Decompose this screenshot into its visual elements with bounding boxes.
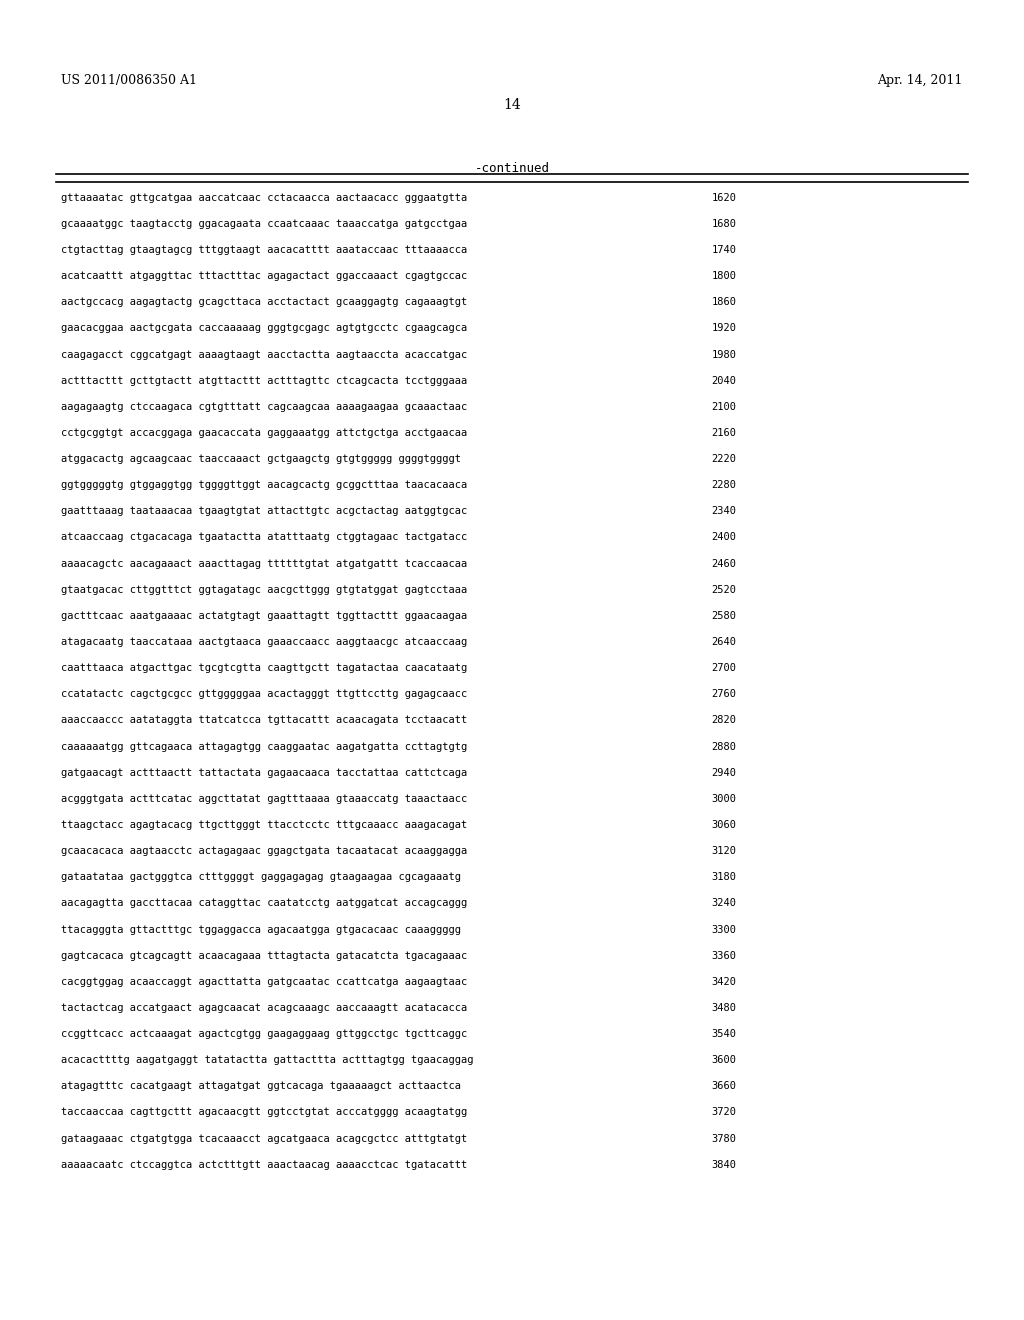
Text: 2220: 2220 [712, 454, 736, 465]
Text: gactttcaac aaatgaaaac actatgtagt gaaattagtt tggttacttt ggaacaagaa: gactttcaac aaatgaaaac actatgtagt gaaatta… [61, 611, 468, 620]
Text: gttaaaatac gttgcatgaa aaccatcaac cctacaacca aactaacacc gggaatgtta: gttaaaatac gttgcatgaa aaccatcaac cctacaa… [61, 193, 468, 203]
Text: 2100: 2100 [712, 401, 736, 412]
Text: ttaagctacc agagtacacg ttgcttgggt ttacctcctc tttgcaaacc aaagacagat: ttaagctacc agagtacacg ttgcttgggt ttacctc… [61, 820, 468, 830]
Text: caaaaaatgg gttcagaaca attagagtgg caaggaatac aagatgatta ccttagtgtg: caaaaaatgg gttcagaaca attagagtgg caaggaa… [61, 742, 468, 751]
Text: aactgccacg aagagtactg gcagcttaca acctactact gcaaggagtg cagaaagtgt: aactgccacg aagagtactg gcagcttaca acctact… [61, 297, 468, 308]
Text: tactactcag accatgaact agagcaacat acagcaaagc aaccaaagtt acatacacca: tactactcag accatgaact agagcaacat acagcaa… [61, 1003, 468, 1012]
Text: 3840: 3840 [712, 1160, 736, 1170]
Text: 1980: 1980 [712, 350, 736, 359]
Text: 2280: 2280 [712, 480, 736, 490]
Text: gataagaaac ctgatgtgga tcacaaacct agcatgaaca acagcgctcc atttgtatgt: gataagaaac ctgatgtgga tcacaaacct agcatga… [61, 1134, 468, 1143]
Text: 3600: 3600 [712, 1055, 736, 1065]
Text: 3660: 3660 [712, 1081, 736, 1092]
Text: aagagaagtg ctccaagaca cgtgtttatt cagcaagcaa aaaagaagaa gcaaactaac: aagagaagtg ctccaagaca cgtgtttatt cagcaag… [61, 401, 468, 412]
Text: 1800: 1800 [712, 271, 736, 281]
Text: 2940: 2940 [712, 768, 736, 777]
Text: 1680: 1680 [712, 219, 736, 228]
Text: 3720: 3720 [712, 1107, 736, 1118]
Text: 2760: 2760 [712, 689, 736, 700]
Text: 14: 14 [503, 98, 521, 112]
Text: atagacaatg taaccataaa aactgtaaca gaaaccaacc aaggtaacgc atcaaccaag: atagacaatg taaccataaa aactgtaaca gaaacca… [61, 638, 468, 647]
Text: 2820: 2820 [712, 715, 736, 726]
Text: 2520: 2520 [712, 585, 736, 595]
Text: gagtcacaca gtcagcagtt acaacagaaa tttagtacta gatacatcta tgacagaaac: gagtcacaca gtcagcagtt acaacagaaa tttagta… [61, 950, 468, 961]
Text: 3360: 3360 [712, 950, 736, 961]
Text: 3060: 3060 [712, 820, 736, 830]
Text: gaatttaaag taataaacaa tgaagtgtat attacttgtc acgctactag aatggtgcac: gaatttaaag taataaacaa tgaagtgtat attactt… [61, 507, 468, 516]
Text: US 2011/0086350 A1: US 2011/0086350 A1 [61, 74, 198, 87]
Text: taccaaccaa cagttgcttt agacaacgtt ggtcctgtat acccatgggg acaagtatgg: taccaaccaa cagttgcttt agacaacgtt ggtcctg… [61, 1107, 468, 1118]
Text: 1740: 1740 [712, 246, 736, 255]
Text: ctgtacttag gtaagtagcg tttggtaagt aacacatttt aaataccaac tttaaaacca: ctgtacttag gtaagtagcg tttggtaagt aacacat… [61, 246, 468, 255]
Text: 1920: 1920 [712, 323, 736, 334]
Text: gatgaacagt actttaactt tattactata gagaacaaca tacctattaa cattctcaga: gatgaacagt actttaactt tattactata gagaaca… [61, 768, 468, 777]
Text: cctgcggtgt accacggaga gaacaccata gaggaaatgg attctgctga acctgaacaa: cctgcggtgt accacggaga gaacaccata gaggaaa… [61, 428, 468, 438]
Text: 2460: 2460 [712, 558, 736, 569]
Text: 1620: 1620 [712, 193, 736, 203]
Text: 3120: 3120 [712, 846, 736, 857]
Text: cacggtggag acaaccaggt agacttatta gatgcaatac ccattcatga aagaagtaac: cacggtggag acaaccaggt agacttatta gatgcaa… [61, 977, 468, 987]
Text: actttacttt gcttgtactt atgttacttt actttagttc ctcagcacta tcctgggaaa: actttacttt gcttgtactt atgttacttt actttag… [61, 376, 468, 385]
Text: aaaccaaccc aatataggta ttatcatcca tgttacattt acaacagata tcctaacatt: aaaccaaccc aatataggta ttatcatcca tgttaca… [61, 715, 468, 726]
Text: caagagacct cggcatgagt aaaagtaagt aacctactta aagtaaccta acaccatgac: caagagacct cggcatgagt aaaagtaagt aacctac… [61, 350, 468, 359]
Text: -continued: -continued [474, 162, 550, 176]
Text: 2880: 2880 [712, 742, 736, 751]
Text: 2580: 2580 [712, 611, 736, 620]
Text: gcaacacaca aagtaacctc actagagaac ggagctgata tacaatacat acaaggagga: gcaacacaca aagtaacctc actagagaac ggagctg… [61, 846, 468, 857]
Text: caatttaaca atgacttgac tgcgtcgtta caagttgctt tagatactaa caacataatg: caatttaaca atgacttgac tgcgtcgtta caagttg… [61, 663, 468, 673]
Text: 1860: 1860 [712, 297, 736, 308]
Text: acacacttttg aagatgaggt tatatactta gattacttta actttagtgg tgaacaggag: acacacttttg aagatgaggt tatatactta gattac… [61, 1055, 474, 1065]
Text: gaacacggaa aactgcgata caccaaaaag gggtgcgagc agtgtgcctc cgaagcagca: gaacacggaa aactgcgata caccaaaaag gggtgcg… [61, 323, 468, 334]
Text: 2160: 2160 [712, 428, 736, 438]
Text: acatcaattt atgaggttac tttactttac agagactact ggaccaaact cgagtgccac: acatcaattt atgaggttac tttactttac agagact… [61, 271, 468, 281]
Text: ccatatactc cagctgcgcc gttgggggaa acactagggt ttgttccttg gagagcaacc: ccatatactc cagctgcgcc gttgggggaa acactag… [61, 689, 468, 700]
Text: atcaaccaag ctgacacaga tgaatactta atatttaatg ctggtagaac tactgatacc: atcaaccaag ctgacacaga tgaatactta atattta… [61, 532, 468, 543]
Text: gataatataa gactgggtca ctttggggt gaggagagag gtaagaagaa cgcagaaatg: gataatataa gactgggtca ctttggggt gaggagag… [61, 873, 462, 882]
Text: 2400: 2400 [712, 532, 736, 543]
Text: atagagtttc cacatgaagt attagatgat ggtcacaga tgaaaaagct acttaactca: atagagtttc cacatgaagt attagatgat ggtcaca… [61, 1081, 462, 1092]
Text: ttacagggta gttactttgc tggaggacca agacaatgga gtgacacaac caaaggggg: ttacagggta gttactttgc tggaggacca agacaat… [61, 924, 462, 935]
Text: 3480: 3480 [712, 1003, 736, 1012]
Text: 2640: 2640 [712, 638, 736, 647]
Text: 3180: 3180 [712, 873, 736, 882]
Text: ccggttcacc actcaaagat agactcgtgg gaagaggaag gttggcctgc tgcttcaggc: ccggttcacc actcaaagat agactcgtgg gaagagg… [61, 1030, 468, 1039]
Text: 3420: 3420 [712, 977, 736, 987]
Text: gtaatgacac cttggtttct ggtagatagc aacgcttggg gtgtatggat gagtcctaaa: gtaatgacac cttggtttct ggtagatagc aacgctt… [61, 585, 468, 595]
Text: 3300: 3300 [712, 924, 736, 935]
Text: aacagagtta gaccttacaa cataggttac caatatcctg aatggatcat accagcaggg: aacagagtta gaccttacaa cataggttac caatatc… [61, 899, 468, 908]
Text: aaaaacaatc ctccaggtca actctttgtt aaactaacag aaaacctcac tgatacattt: aaaaacaatc ctccaggtca actctttgtt aaactaa… [61, 1160, 468, 1170]
Text: gcaaaatggc taagtacctg ggacagaata ccaatcaaac taaaccatga gatgcctgaa: gcaaaatggc taagtacctg ggacagaata ccaatca… [61, 219, 468, 228]
Text: aaaacagctc aacagaaact aaacttagag ttttttgtat atgatgattt tcaccaacaa: aaaacagctc aacagaaact aaacttagag ttttttg… [61, 558, 468, 569]
Text: 3000: 3000 [712, 793, 736, 804]
Text: ggtgggggtg gtggaggtgg tggggttggt aacagcactg gcggctttaa taacacaaca: ggtgggggtg gtggaggtgg tggggttggt aacagca… [61, 480, 468, 490]
Text: Apr. 14, 2011: Apr. 14, 2011 [878, 74, 963, 87]
Text: 2340: 2340 [712, 507, 736, 516]
Text: 3780: 3780 [712, 1134, 736, 1143]
Text: 3240: 3240 [712, 899, 736, 908]
Text: 2700: 2700 [712, 663, 736, 673]
Text: atggacactg agcaagcaac taaccaaact gctgaagctg gtgtggggg ggggtggggt: atggacactg agcaagcaac taaccaaact gctgaag… [61, 454, 462, 465]
Text: 3540: 3540 [712, 1030, 736, 1039]
Text: 2040: 2040 [712, 376, 736, 385]
Text: acgggtgata actttcatac aggcttatat gagtttaaaa gtaaaccatg taaactaacc: acgggtgata actttcatac aggcttatat gagttta… [61, 793, 468, 804]
